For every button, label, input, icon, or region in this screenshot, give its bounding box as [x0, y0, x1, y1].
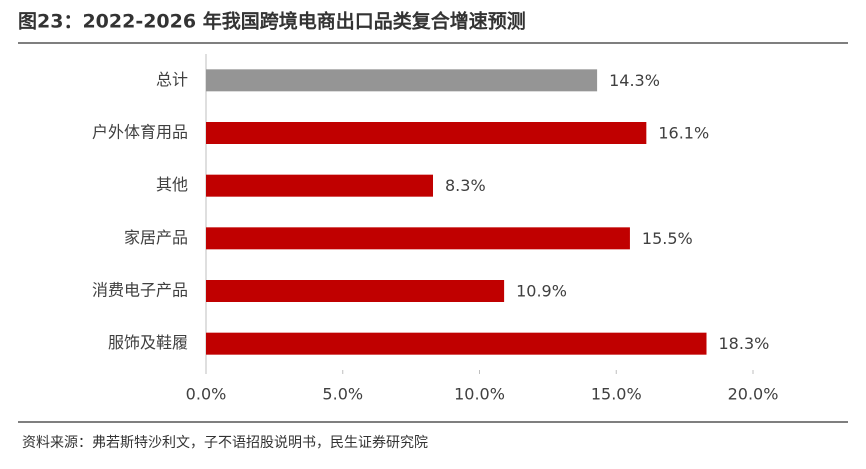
x-tick-label: 20.0%	[728, 385, 779, 404]
x-tick-label: 10.0%	[454, 385, 505, 404]
bar	[206, 280, 505, 302]
y-tick-label: 消费电子产品	[92, 281, 188, 300]
bar	[206, 227, 630, 250]
chart-title: 图23：2022-2026 年我国跨境电商出口品类复合增速预测	[18, 10, 526, 33]
value-label: 10.9%	[516, 282, 567, 301]
x-tick-label: 5.0%	[322, 385, 363, 404]
y-tick-label: 户外体育用品	[92, 123, 188, 142]
x-tick-label: 0.0%	[186, 385, 227, 404]
value-label: 16.1%	[658, 124, 709, 143]
bar	[206, 174, 434, 197]
x-tick-label: 15.0%	[591, 385, 642, 404]
y-tick-label: 服饰及鞋履	[108, 333, 188, 352]
y-tick-label: 总计	[156, 70, 188, 89]
source-note: 资料来源：弗若斯特沙利文，子不语招股说明书，民生证券研究院	[22, 435, 428, 451]
bar	[206, 122, 647, 144]
bar	[206, 69, 598, 92]
y-tick-label: 其他	[156, 175, 188, 194]
y-tick-label: 家居产品	[124, 228, 188, 247]
value-label: 15.5%	[642, 229, 693, 248]
value-label: 8.3%	[445, 176, 486, 195]
value-label: 14.3%	[609, 71, 660, 90]
bar	[206, 332, 707, 355]
value-label: 18.3%	[719, 334, 770, 353]
